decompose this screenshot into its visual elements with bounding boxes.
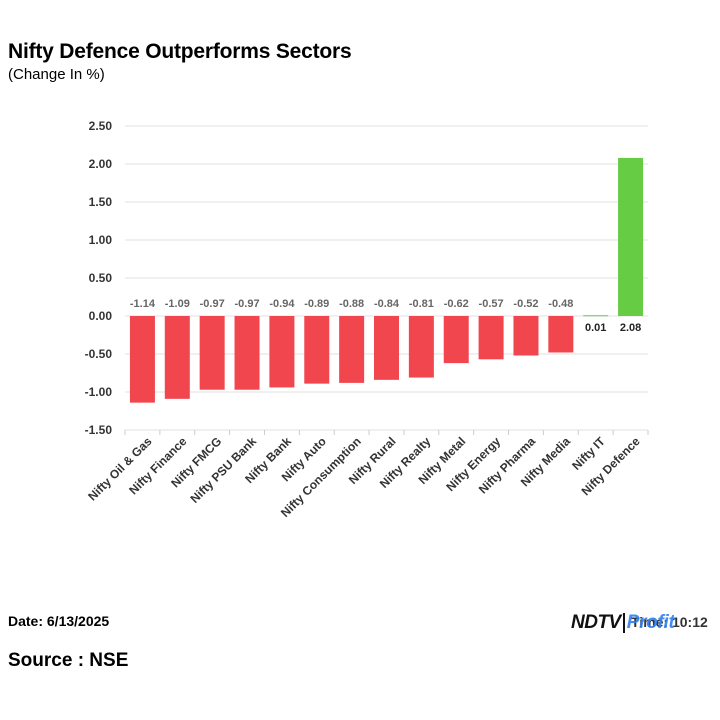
data-label: -0.89	[304, 298, 329, 310]
y-tick-label: 2.50	[89, 119, 113, 133]
bar-chart: 2.50 2.00 1.50 1.00 0.50 0.00 -0.50 -1.00 -1.50 -…	[85, 119, 649, 520]
bar	[618, 157, 644, 316]
bar	[513, 316, 539, 356]
bar	[339, 316, 365, 383]
ndtv-profit-logo: NDTV Profit	[571, 612, 675, 634]
logo-divider	[622, 613, 625, 633]
logo-profit-text: Profit	[626, 612, 675, 633]
y-tick-label: 0.00	[89, 309, 113, 323]
logo-ndtv-text: NDTV	[571, 612, 621, 633]
y-tick-label: 1.00	[89, 233, 113, 247]
data-label: -1.09	[165, 298, 190, 310]
data-label: -0.84	[374, 298, 400, 310]
y-tick-label: -1.50	[85, 423, 113, 437]
data-label: 0.01	[585, 322, 606, 334]
data-label: -0.57	[479, 298, 504, 310]
bar	[374, 316, 399, 380]
bar	[478, 316, 504, 360]
bar	[199, 316, 225, 390]
bar	[443, 316, 469, 364]
time-label: Time: 10:12	[631, 614, 708, 630]
y-tick-label: -0.50	[85, 347, 113, 361]
chart-subtitle: (Change In %)	[8, 66, 105, 83]
data-label: -0.94	[269, 298, 295, 310]
data-label: -0.97	[234, 298, 259, 310]
bar	[304, 316, 330, 384]
data-label: -0.52	[513, 298, 538, 310]
source-label: Source : NSE	[8, 650, 129, 671]
data-label: 2.08	[620, 322, 641, 334]
date-label: Date: 6/13/2025	[8, 613, 110, 629]
y-tick-label: 2.00	[89, 157, 113, 171]
data-label: -0.88	[339, 298, 364, 310]
y-tick-label: 0.50	[89, 271, 113, 285]
bar	[548, 316, 574, 353]
data-label: -0.48	[548, 298, 573, 310]
bar	[234, 316, 260, 390]
data-label: -0.81	[409, 298, 434, 310]
y-tick-label: 1.50	[89, 195, 113, 209]
bar	[408, 316, 434, 378]
y-tick-label: -1.00	[85, 385, 113, 399]
data-label: -0.97	[200, 298, 225, 310]
bar	[164, 316, 190, 399]
bar	[269, 316, 295, 388]
bar	[583, 315, 609, 317]
chart-title: Nifty Defence Outperforms Sectors	[8, 40, 352, 63]
data-label: -1.14	[130, 298, 156, 310]
data-label: -0.62	[444, 298, 469, 310]
bar	[129, 316, 155, 403]
